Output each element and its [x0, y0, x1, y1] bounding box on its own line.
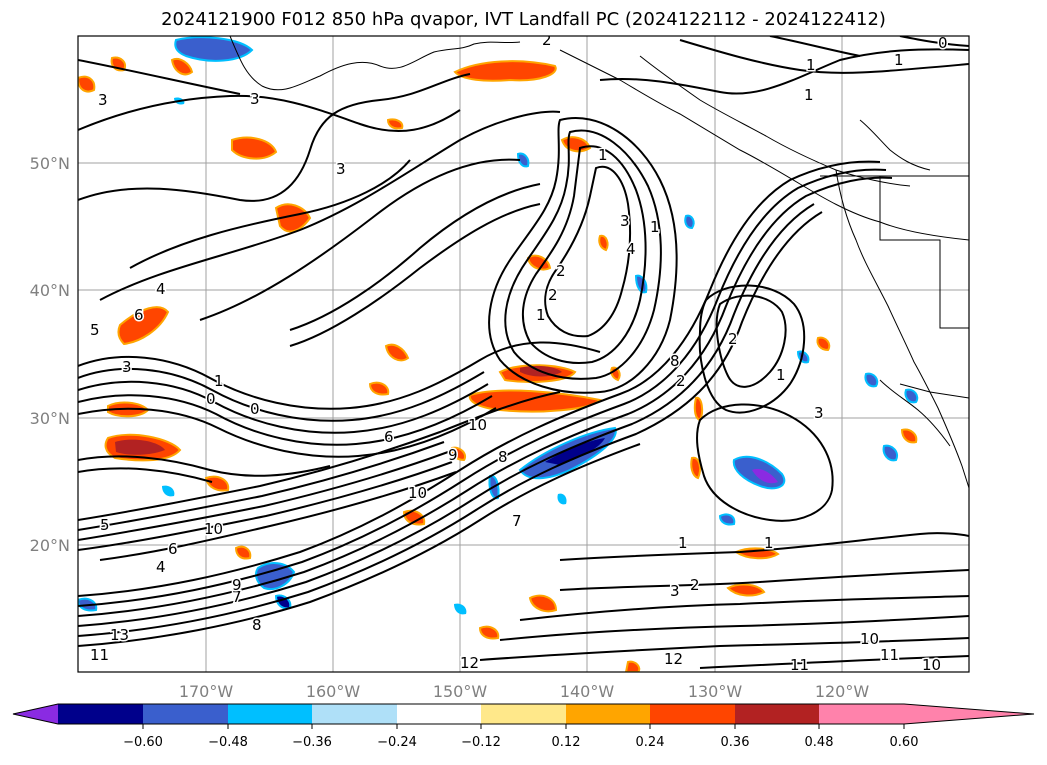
contour-label: 1 [678, 534, 688, 552]
contour-label: 1 [764, 534, 774, 552]
contour-label: 1 [894, 51, 904, 69]
map-panel: 3 3 3 2 1 1 0 1 3 4 2 1 2 1 4 6 5 3 0 0 … [78, 31, 969, 674]
colorbar-tick-label: −0.60 [123, 735, 163, 750]
political-borders [820, 175, 969, 399]
contour-label: 2 [676, 372, 686, 390]
contour-label: 1 [536, 306, 546, 324]
contour-label: 10 [468, 416, 487, 434]
contour-labels: 3 3 3 2 1 1 0 1 3 4 2 1 2 1 4 6 5 3 0 0 … [89, 31, 950, 674]
contour-label: 9 [232, 576, 242, 594]
contour-label: 6 [168, 540, 178, 558]
colorbar-tick-label: 0.48 [805, 735, 834, 750]
contour-label: 6 [384, 428, 394, 446]
contour-label: 11 [790, 656, 809, 674]
contour-label: 0 [938, 34, 948, 52]
lat-label: 40°N [30, 281, 70, 300]
contour-label: 1 [214, 372, 224, 390]
contour-label: 7 [512, 512, 522, 530]
contour-label: 4 [156, 280, 166, 298]
colorbar-tick-label: −0.12 [461, 735, 501, 750]
colorbar-bin [735, 704, 819, 724]
colorbar-bin [58, 704, 143, 724]
lat-label: 30°N [30, 409, 70, 428]
colorbar-tick-label: −0.24 [377, 735, 417, 750]
lon-label: 140°W [560, 682, 615, 701]
contour-label: 8 [670, 352, 680, 370]
contour-label: 1 [650, 218, 660, 236]
contour-label: 2 [556, 262, 566, 280]
contour-label: 10 [408, 484, 427, 502]
contour-label: 2 [690, 576, 700, 594]
contour-label: 3 [98, 91, 108, 109]
contour-label: 9 [448, 446, 458, 464]
contour-label: 3 [336, 160, 346, 178]
contour-label: 11 [90, 646, 109, 664]
lat-label: 20°N [30, 536, 70, 555]
colorbar-tick-label: 0.24 [636, 735, 665, 750]
contour-label: 2 [542, 31, 552, 49]
colorbar-bin [143, 704, 228, 724]
colorbar-bin [228, 704, 312, 724]
contour-label: 2 [728, 330, 738, 348]
contour-label: 8 [498, 448, 508, 466]
contour-label: 8 [252, 616, 262, 634]
contour-label: 2 [548, 286, 558, 304]
lat-label: 50°N [30, 154, 70, 173]
contour-label: 1 [804, 86, 814, 104]
contour-label: 13 [110, 626, 129, 644]
contour-label: 3 [250, 90, 260, 108]
colorbar-bin [819, 704, 904, 724]
contour-label: 1 [806, 56, 816, 74]
contour-label: 7 [232, 588, 242, 606]
contour-label: 0 [206, 390, 216, 408]
colorbar-tick-label: 0.12 [552, 735, 581, 750]
lon-label: 130°W [688, 682, 743, 701]
colorbar-bin [650, 704, 735, 724]
colorbar-bin [312, 704, 397, 724]
colorbar-tick-label: −0.36 [292, 735, 332, 750]
contour-label: 1 [776, 366, 786, 384]
qvapor-negative-fills [78, 36, 919, 615]
lon-label: 120°W [815, 682, 870, 701]
contour-label: 11 [880, 646, 899, 664]
contour-label: 6 [134, 306, 144, 324]
contour-label: 1 [598, 146, 608, 164]
contour-label: 10 [860, 630, 879, 648]
contour-label: 3 [122, 358, 132, 376]
contour-label: 5 [90, 321, 100, 339]
colorbar-bin [481, 704, 566, 724]
colorbar-extend-min [13, 704, 58, 724]
lon-label: 150°W [433, 682, 488, 701]
contour-label: 12 [664, 650, 683, 668]
contour-label: 4 [156, 558, 166, 576]
contour-label: 0 [250, 400, 260, 418]
colorbar-bin [397, 704, 481, 724]
contour-label: 3 [670, 582, 680, 600]
contour-label: 3 [620, 212, 630, 230]
colorbar-tick-label: 0.36 [721, 735, 750, 750]
contour-label: 3 [814, 404, 824, 422]
contour-label: 5 [100, 516, 110, 534]
lon-label: 170°W [179, 682, 234, 701]
map-frame [77, 35, 970, 673]
colorbar-tick-label: −0.48 [208, 735, 248, 750]
map-title: 2024121900 F012 850 hPa qvapor, IVT Land… [161, 9, 886, 30]
contour-label: 10 [922, 656, 941, 674]
colorbar-extend-max [904, 704, 1034, 724]
lon-label: 160°W [306, 682, 361, 701]
colorbar: −0.60 −0.48 −0.36 −0.24 −0.12 0.12 0.24 … [12, 703, 1035, 750]
contour-label: 12 [460, 654, 479, 672]
colorbar-tick-label: 0.60 [890, 735, 919, 750]
ivt-contours [78, 36, 969, 669]
contour-label: 10 [204, 520, 223, 538]
colorbar-bin [566, 704, 650, 724]
contour-label: 4 [626, 240, 636, 258]
